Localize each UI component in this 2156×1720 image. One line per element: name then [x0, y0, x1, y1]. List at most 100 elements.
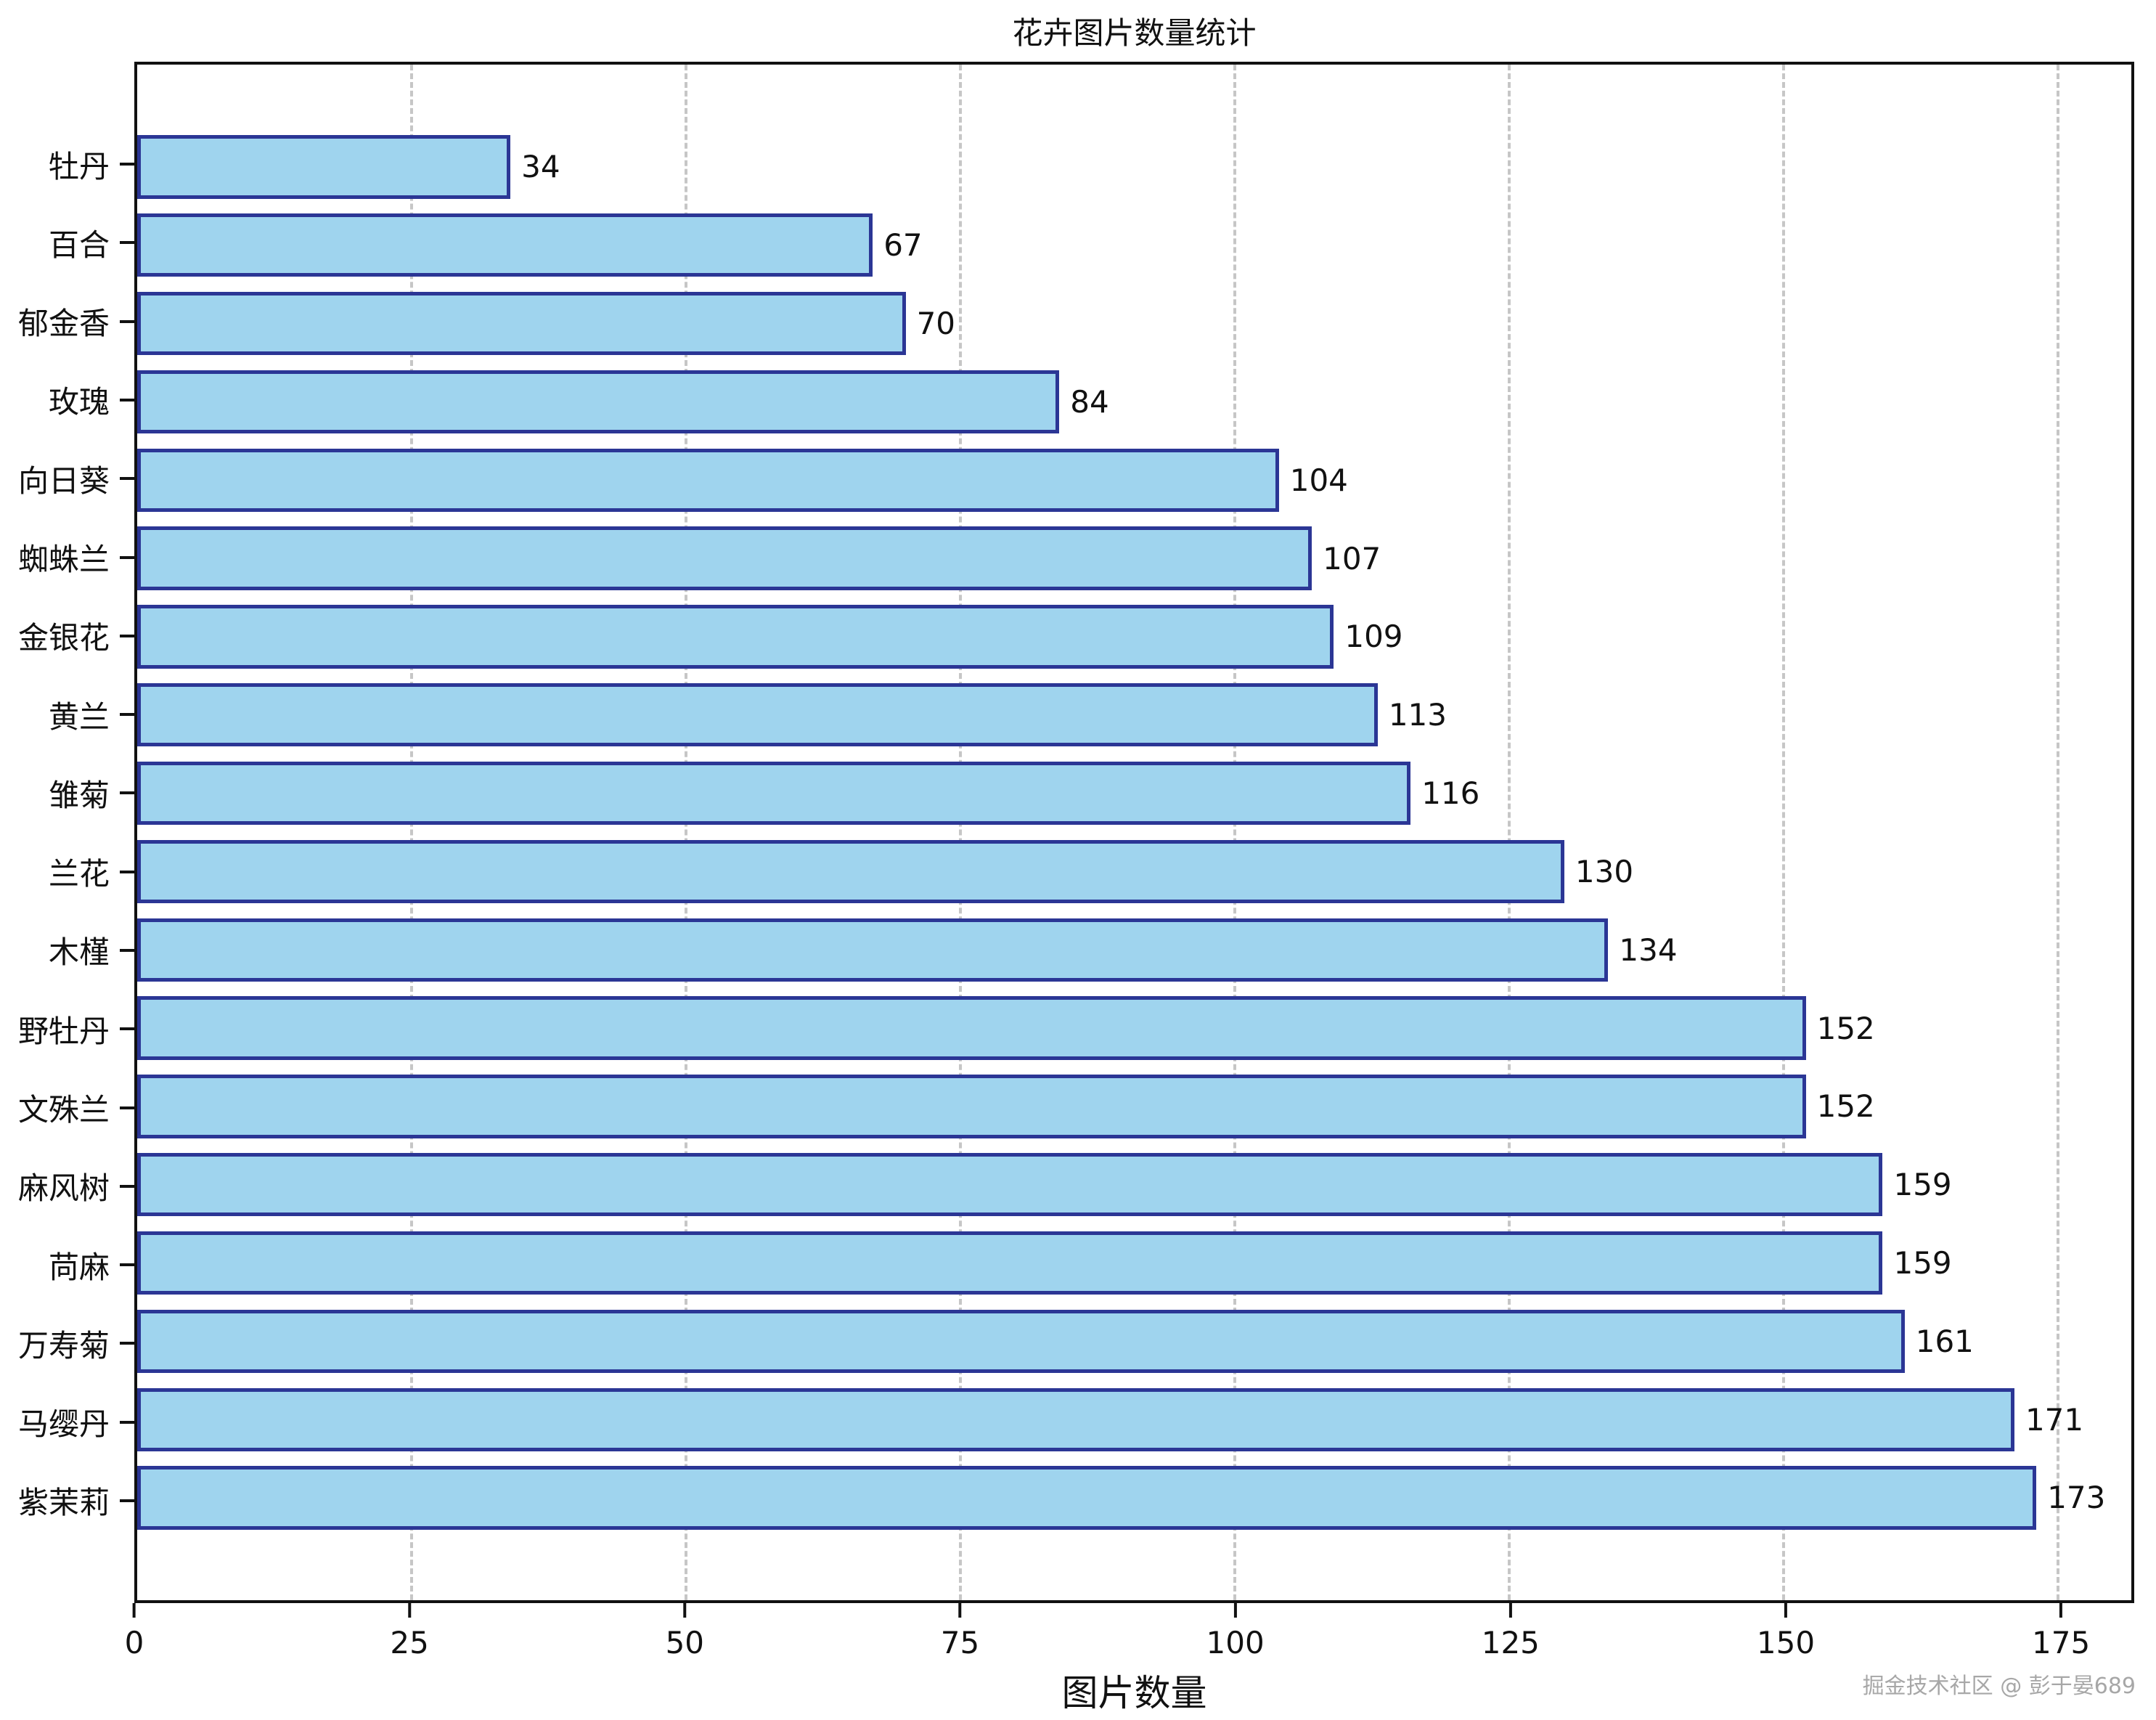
x-tick-label: 100 [1206, 1625, 1265, 1660]
bar-row: 173 [137, 1459, 2131, 1537]
y-tick-mark [120, 1420, 134, 1424]
bar: 152 [137, 1075, 1875, 1138]
y-tick-label: 木槿 [48, 934, 110, 971]
y-axis-row: 雏菊 [0, 754, 134, 832]
chart-title: 花卉图片数量统计 [1012, 15, 1257, 51]
y-tick-mark [120, 1342, 134, 1345]
x-tick-mark [1784, 1603, 1787, 1618]
y-axis-row: 麻风树 [0, 1147, 134, 1226]
y-tick-mark [120, 241, 134, 245]
bars-container: 34 67 70 84 104 107 109 113 116 130 134 152 152 159 15… [137, 65, 2131, 1600]
x-tick-label: 175 [2032, 1625, 2091, 1660]
bar-row: 107 [137, 519, 2131, 598]
bar-row: 113 [137, 676, 2131, 754]
bar-value-label: 134 [1619, 932, 1678, 968]
x-tick: 125 [1482, 1603, 1540, 1660]
bar: 161 [137, 1309, 1974, 1373]
y-tick-label: 蜘蛛兰 [17, 542, 110, 578]
y-axis-row: 紫茉莉 [0, 1462, 134, 1540]
y-tick-mark [120, 319, 134, 323]
x-tick-label: 125 [1481, 1625, 1540, 1660]
bar: 70 [137, 291, 955, 356]
bar: 173 [137, 1466, 2105, 1530]
bar-value-label: 130 [1575, 853, 1634, 889]
y-axis-row: 蜘蛛兰 [0, 518, 134, 596]
y-tick-label: 郁金香 [17, 306, 110, 342]
x-tick-label: 50 [665, 1625, 705, 1660]
gridline [1508, 65, 1511, 1600]
y-tick-mark [120, 1106, 134, 1109]
bar-row: 67 [137, 206, 2131, 285]
y-tick-mark [120, 398, 134, 402]
bar-value-label: 159 [1893, 1167, 1952, 1203]
y-axis-row: 金银花 [0, 597, 134, 675]
bar-row: 152 [137, 989, 2131, 1067]
y-tick-label: 麻风树 [17, 1170, 110, 1207]
y-tick-label: 马缨丹 [17, 1406, 110, 1443]
y-axis-row: 百合 [0, 203, 134, 282]
x-tick-label: 0 [124, 1625, 144, 1660]
y-axis-row: 万寿菊 [0, 1304, 134, 1382]
bar-value-label: 70 [916, 306, 956, 342]
bar: 159 [137, 1153, 1952, 1217]
y-tick-label: 紫茉莉 [17, 1485, 110, 1521]
y-tick-label: 金银花 [17, 620, 110, 656]
bar-value-label: 113 [1388, 697, 1447, 733]
bar-row: 130 [137, 832, 2131, 910]
x-tick: 175 [2032, 1603, 2090, 1660]
y-tick-mark [120, 948, 134, 952]
y-tick-mark [120, 791, 134, 795]
gridline [959, 65, 963, 1600]
x-tick: 75 [941, 1603, 979, 1660]
bar-value-label: 171 [2025, 1401, 2084, 1438]
bar-value-label: 159 [1893, 1245, 1952, 1281]
gridline [685, 65, 688, 1600]
bar-row: 159 [137, 1224, 2131, 1303]
x-tick: 25 [390, 1603, 429, 1660]
x-axis-ticks: 0 25 50 75 100 125 150 175 [125, 1603, 2134, 1683]
x-tick-label: 150 [1756, 1625, 1816, 1660]
y-tick-mark [120, 870, 134, 873]
bar-row: 84 [137, 362, 2131, 441]
x-tick-mark [1508, 1603, 1512, 1618]
bar-value-label: 173 [2047, 1480, 2106, 1516]
y-tick-mark [120, 1263, 134, 1267]
bar-row: 109 [137, 598, 2131, 676]
bar-row: 159 [137, 1146, 2131, 1224]
bar: 116 [137, 761, 1479, 826]
y-tick-label: 万寿菊 [17, 1327, 110, 1364]
y-tick-label: 雏菊 [48, 777, 110, 813]
y-axis-row: 郁金香 [0, 282, 134, 361]
y-tick-mark [120, 1184, 134, 1188]
y-tick-mark [120, 163, 134, 166]
bar: 171 [137, 1387, 2083, 1451]
bar-row: 171 [137, 1380, 2131, 1459]
y-axis-row: 兰花 [0, 833, 134, 911]
gridline [1233, 65, 1237, 1600]
gridlines [137, 65, 2131, 1600]
y-tick-label: 黄兰 [48, 698, 110, 735]
bar-value-label: 116 [1421, 775, 1480, 812]
x-tick-label: 75 [940, 1625, 980, 1660]
gridline [1782, 65, 1786, 1600]
bar-value-label: 161 [1915, 1323, 1974, 1359]
x-tick-mark [408, 1603, 412, 1618]
bar-value-label: 84 [1070, 383, 1109, 420]
y-tick-label: 兰花 [48, 856, 110, 892]
y-axis-labels: 牡丹 百合 郁金香 玫瑰 向日葵 蜘蛛兰 金银花 黄兰 雏菊 兰花 木槿 野牡丹 文殊兰 麻风树 苘麻 万寿菊… [0, 125, 134, 1540]
bar: 107 [137, 526, 1381, 590]
y-tick-label: 牡丹 [48, 148, 110, 184]
y-axis-row: 苘麻 [0, 1226, 134, 1304]
gridline [2057, 65, 2060, 1600]
y-tick-label: 向日葵 [17, 462, 110, 499]
y-tick-label: 玫瑰 [48, 384, 110, 420]
bar: 34 [137, 135, 560, 199]
bar: 67 [137, 213, 923, 277]
y-axis-row: 向日葵 [0, 439, 134, 518]
x-tick: 100 [1206, 1603, 1265, 1660]
y-axis-row: 牡丹 [0, 125, 134, 203]
x-axis-title: 图片数量 [1061, 1672, 1207, 1714]
bar-row: 152 [137, 1067, 2131, 1146]
x-tick-mark [958, 1603, 962, 1618]
